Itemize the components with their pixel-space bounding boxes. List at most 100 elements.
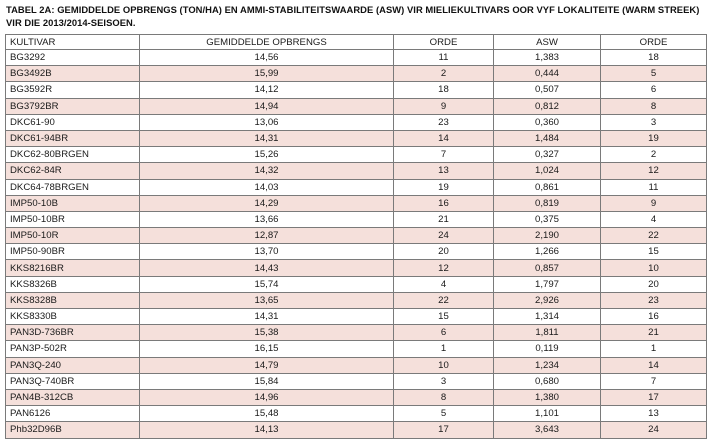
- cell-yield: 15,74: [139, 275, 394, 293]
- cell-yield-rank: 10: [393, 356, 494, 374]
- cell-kultivar: KKS8328B: [5, 291, 140, 310]
- cell-asw: 1,314: [493, 307, 601, 326]
- cell-yield: 15,99: [139, 65, 394, 83]
- cell-yield-rank: 21: [393, 210, 494, 229]
- cell-yield: 14,03: [139, 178, 394, 196]
- cell-asw-rank: 6: [600, 81, 707, 99]
- cell-asw: 1,383: [493, 48, 601, 67]
- cell-yield-rank: 20: [393, 243, 494, 261]
- cell-kultivar: KKS8326B: [5, 275, 140, 293]
- cell-asw: 0,375: [493, 210, 601, 229]
- cell-asw-rank: 22: [600, 227, 707, 245]
- cell-asw-rank: 21: [600, 324, 707, 342]
- cell-yield-rank: 11: [393, 48, 494, 67]
- table-row: DKC61-94BR 14,31 14 1,484 19: [5, 129, 707, 148]
- cell-yield: 14,13: [139, 421, 394, 439]
- header-gemiddelde-opbrengs: GEMIDDELDE OPBRENGS: [139, 34, 394, 50]
- header-asw: ASW: [493, 34, 601, 50]
- cell-yield: 14,31: [139, 307, 394, 326]
- table-row: IMP50-10R 12,87 24 2,190 22: [5, 227, 707, 245]
- table-row: KKS8328B 13,65 22 2,926 23: [5, 291, 707, 310]
- cell-yield-rank: 22: [393, 291, 494, 310]
- cell-yield-rank: 15: [393, 307, 494, 326]
- cell-asw-rank: 12: [600, 162, 707, 180]
- caption-line-2: VIR DIE 2013/2014-SEISOEN.: [6, 17, 136, 28]
- cell-yield-rank: 4: [393, 275, 494, 293]
- cell-yield-rank: 12: [393, 259, 494, 277]
- cell-kultivar: KKS8216BR: [5, 259, 140, 277]
- cell-yield: 14,31: [139, 129, 394, 148]
- cell-asw-rank: 5: [600, 65, 707, 83]
- table-caption: TABEL 2A: GEMIDDELDE OPBRENGS (TON/HA) E…: [6, 3, 706, 29]
- cell-yield: 14,12: [139, 81, 394, 99]
- cell-kultivar: DKC64-78BRGEN: [5, 178, 140, 196]
- cell-asw-rank: 17: [600, 388, 707, 407]
- cell-asw-rank: 16: [600, 307, 707, 326]
- cell-yield-rank: 19: [393, 178, 494, 196]
- cell-asw-rank: 1: [600, 340, 707, 358]
- cell-yield-rank: 23: [393, 113, 494, 131]
- table-row: IMP50-10BR 13,66 21 0,375 4: [5, 210, 707, 229]
- cell-yield: 15,84: [139, 372, 394, 390]
- cultivar-table-container: KULTIVAR GEMIDDELDE OPBRENGS ORDE ASW OR…: [5, 34, 707, 439]
- cell-yield-rank: 24: [393, 227, 494, 245]
- cell-asw: 2,190: [493, 227, 601, 245]
- cell-kultivar: BG3792BR: [5, 97, 140, 115]
- cell-yield-rank: 2: [393, 65, 494, 83]
- table-row: Phb32D96B 14,13 17 3,643 24: [5, 421, 707, 439]
- cell-kultivar: DKC62-84R: [5, 162, 140, 180]
- cell-asw: 0,507: [493, 81, 601, 99]
- table-row: PAN4B-312CB 14,96 8 1,380 17: [5, 388, 707, 407]
- cell-yield: 13,65: [139, 291, 394, 310]
- header-orde-yield: ORDE: [393, 34, 494, 50]
- cell-kultivar: PAN3Q-740BR: [5, 372, 140, 390]
- cell-asw-rank: 9: [600, 194, 707, 212]
- cell-asw-rank: 10: [600, 259, 707, 277]
- cell-yield-rank: 3: [393, 372, 494, 390]
- cell-asw-rank: 7: [600, 372, 707, 390]
- cell-yield: 14,79: [139, 356, 394, 374]
- cell-asw-rank: 15: [600, 243, 707, 261]
- cell-yield: 14,29: [139, 194, 394, 212]
- cell-asw: 1,266: [493, 243, 601, 261]
- table-row: DKC64-78BRGEN 14,03 19 0,861 11: [5, 178, 707, 196]
- cell-kultivar: IMP50-10B: [5, 194, 140, 212]
- table-row: DKC61-90 13,06 23 0,360 3: [5, 113, 707, 131]
- cell-asw-rank: 19: [600, 129, 707, 148]
- cell-kultivar: IMP50-90BR: [5, 243, 140, 261]
- cell-asw: 1,380: [493, 388, 601, 407]
- cell-kultivar: BG3492B: [5, 65, 140, 83]
- cell-yield-rank: 9: [393, 97, 494, 115]
- cell-yield: 15,48: [139, 405, 394, 423]
- cell-kultivar: PAN3Q-240: [5, 356, 140, 374]
- cell-kultivar: KKS8330B: [5, 307, 140, 326]
- table-header-row: KULTIVAR GEMIDDELDE OPBRENGS ORDE ASW OR…: [5, 34, 707, 50]
- header-orde-asw: ORDE: [600, 34, 707, 50]
- cell-asw: 0,819: [493, 194, 601, 212]
- cell-asw: 1,024: [493, 162, 601, 180]
- table-row: IMP50-90BR 13,70 20 1,266 15: [5, 243, 707, 261]
- cell-kultivar: Phb32D96B: [5, 421, 140, 439]
- cell-kultivar: DKC61-94BR: [5, 129, 140, 148]
- cell-kultivar: PAN6126: [5, 405, 140, 423]
- cell-yield: 13,66: [139, 210, 394, 229]
- cell-kultivar: DKC61-90: [5, 113, 140, 131]
- cell-kultivar: BG3592R: [5, 81, 140, 99]
- cell-kultivar: DKC62-80BRGEN: [5, 146, 140, 164]
- cell-yield-rank: 1: [393, 340, 494, 358]
- cell-asw: 1,484: [493, 129, 601, 148]
- cell-yield-rank: 17: [393, 421, 494, 439]
- cell-yield-rank: 8: [393, 388, 494, 407]
- cell-kultivar: PAN4B-312CB: [5, 388, 140, 407]
- table-row: PAN3P-502R 16,15 1 0,119 1: [5, 340, 707, 358]
- table-row: KKS8330B 14,31 15 1,314 16: [5, 307, 707, 326]
- cell-yield: 13,06: [139, 113, 394, 131]
- table-row: BG3592R 14,12 18 0,507 6: [5, 81, 707, 99]
- cell-yield-rank: 13: [393, 162, 494, 180]
- cell-yield: 14,43: [139, 259, 394, 277]
- table-row: BG3292 14,56 11 1,383 18: [5, 48, 707, 67]
- cell-asw-rank: 18: [600, 48, 707, 67]
- cell-asw: 1,797: [493, 275, 601, 293]
- cell-asw: 1,101: [493, 405, 601, 423]
- table-body: BG3292 14,56 11 1,383 18 BG3492B 15,99 2 0,444 5 B…: [5, 48, 707, 439]
